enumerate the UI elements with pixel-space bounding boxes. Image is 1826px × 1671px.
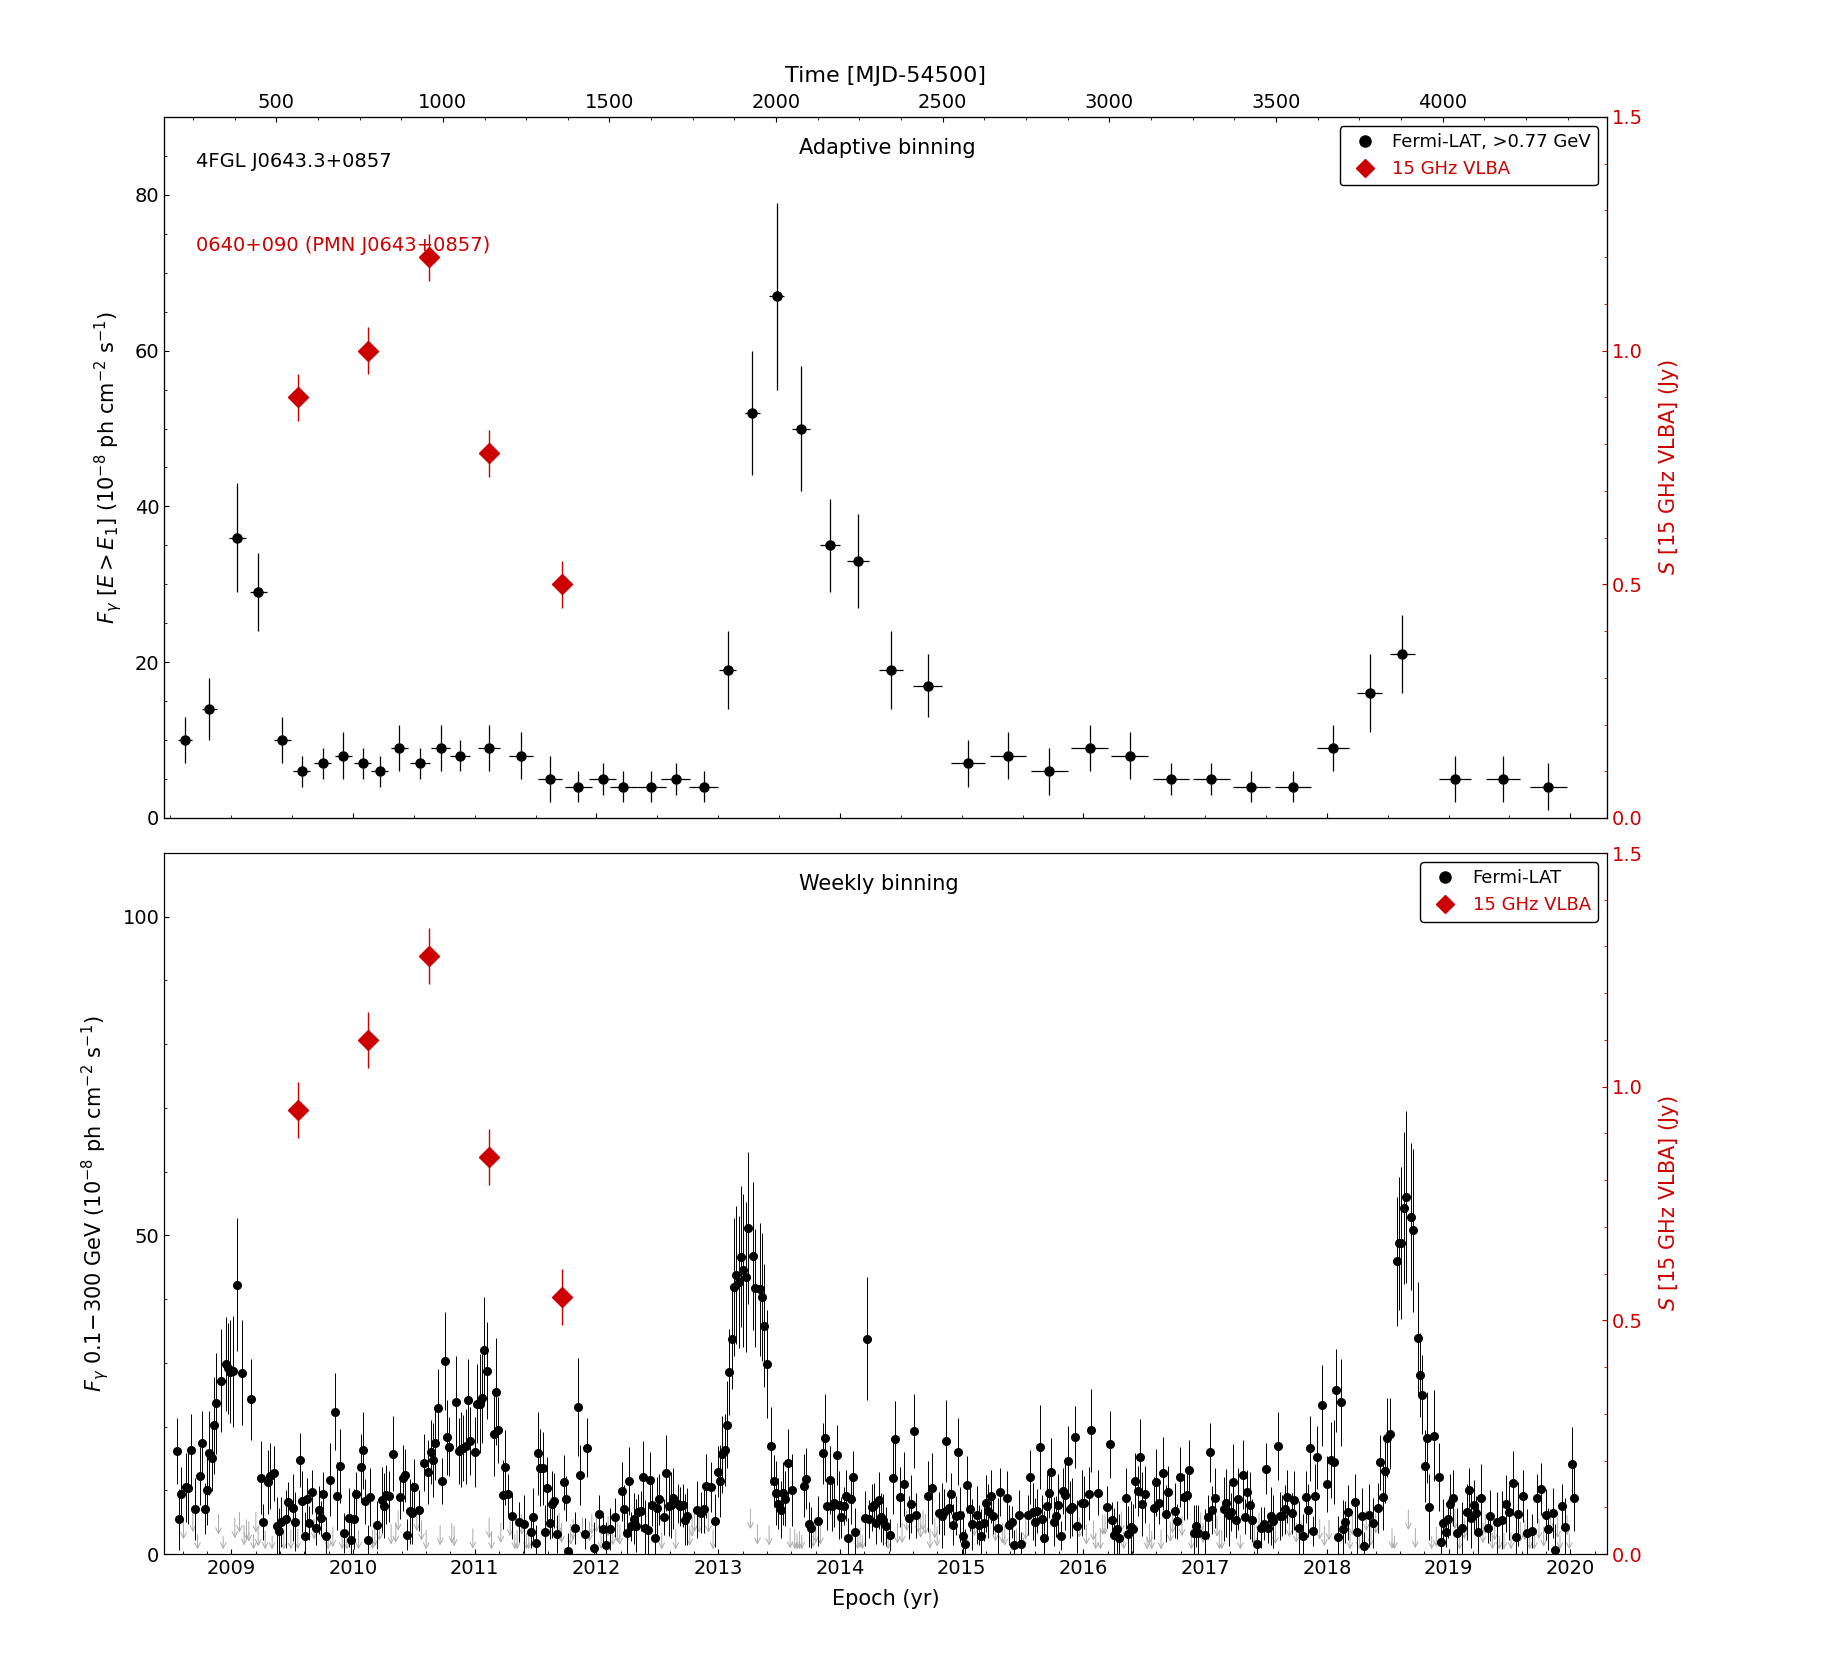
Text: 0640+090 (PMN J0643+0857): 0640+090 (PMN J0643+0857) <box>195 236 491 256</box>
Text: Adaptive binning: Adaptive binning <box>800 139 975 159</box>
Y-axis label: $F_{\gamma}\ [E{>}E_1]\ (10^{-8}\ \mathrm{ph\ cm^{-2}\ s^{-1}})$: $F_{\gamma}\ [E{>}E_1]\ (10^{-8}\ \mathr… <box>91 311 124 623</box>
Text: 4FGL J0643.3+0857: 4FGL J0643.3+0857 <box>195 152 393 170</box>
Legend: Fermi-LAT, 15 GHz VLBA: Fermi-LAT, 15 GHz VLBA <box>1421 862 1598 921</box>
Y-axis label: $S\ [15\ \mathrm{GHz\ VLBA}]\ (\mathrm{Jy})$: $S\ [15\ \mathrm{GHz\ VLBA}]\ (\mathrm{J… <box>1656 1096 1680 1312</box>
X-axis label: Epoch (yr): Epoch (yr) <box>833 1589 939 1609</box>
Legend: Fermi-LAT, >0.77 GeV, 15 GHz VLBA: Fermi-LAT, >0.77 GeV, 15 GHz VLBA <box>1340 125 1598 185</box>
Y-axis label: $F_{\gamma}\ 0.1\!-\!300\ \mathrm{GeV}\ (10^{-8}\ \mathrm{ph\ cm^{-2}\ s^{-1}})$: $F_{\gamma}\ 0.1\!-\!300\ \mathrm{GeV}\ … <box>80 1016 111 1392</box>
X-axis label: Time [MJD-54500]: Time [MJD-54500] <box>785 65 986 85</box>
Y-axis label: $S\ [15\ \mathrm{GHz\ VLBA}]\ (\mathrm{Jy})$: $S\ [15\ \mathrm{GHz\ VLBA}]\ (\mathrm{J… <box>1656 359 1680 575</box>
Text: Weekly binning: Weekly binning <box>800 874 959 894</box>
